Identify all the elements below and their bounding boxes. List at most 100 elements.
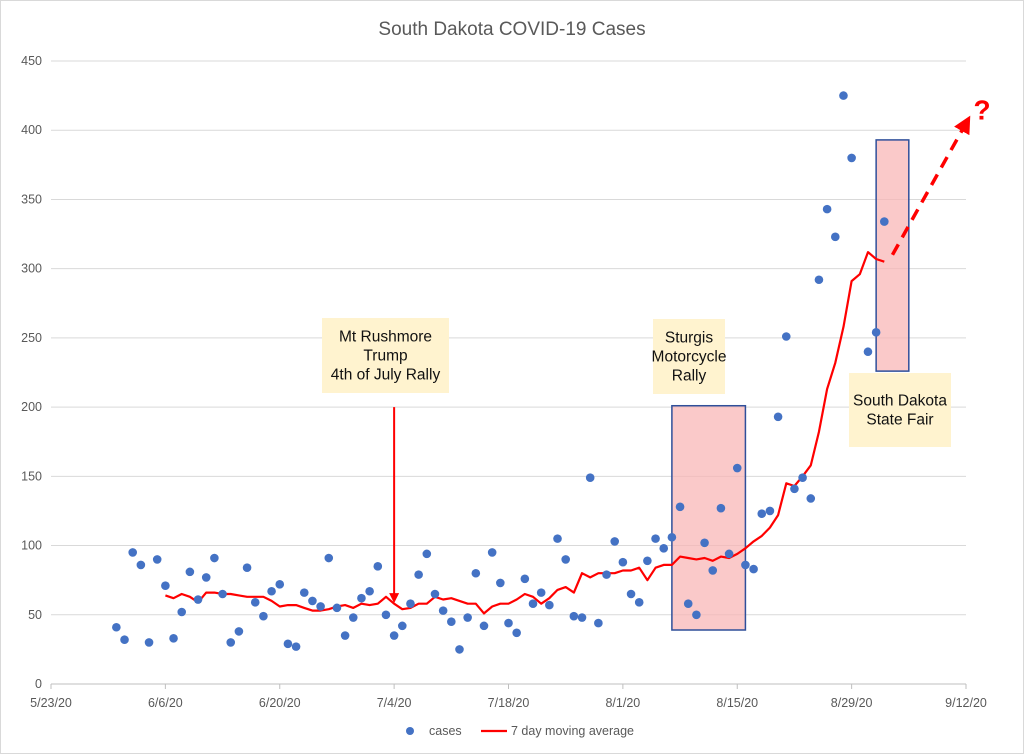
y-tick-label: 100 xyxy=(21,539,42,553)
case-point xyxy=(210,553,219,563)
case-point xyxy=(847,153,856,163)
case-point xyxy=(397,621,407,631)
legend: cases 7 day moving average xyxy=(406,724,634,738)
case-point xyxy=(651,534,660,543)
case-point xyxy=(479,621,489,631)
annotation-notes: Mt Rushmore Trump 4th of July Rally Sturgis… xyxy=(322,318,951,604)
case-point xyxy=(643,556,652,566)
y-tick-label: 0 xyxy=(35,677,42,691)
annotation-label-line: Trump xyxy=(363,348,407,365)
moving-average-line xyxy=(165,251,885,615)
case-point xyxy=(218,589,227,599)
case-point xyxy=(773,412,783,422)
case-point xyxy=(708,566,718,575)
case-point xyxy=(512,628,521,638)
case-point xyxy=(757,509,767,519)
case-point xyxy=(169,634,178,643)
case-point xyxy=(299,588,309,597)
y-tick-label: 300 xyxy=(21,262,42,276)
case-point xyxy=(340,631,350,640)
x-tick-label: 7/4/20 xyxy=(377,696,412,710)
case-point xyxy=(487,548,497,557)
x-tick-label: 8/29/20 xyxy=(831,696,873,710)
case-point xyxy=(414,570,423,579)
case-point xyxy=(790,484,799,494)
case-point xyxy=(880,217,889,226)
case-point xyxy=(144,638,154,647)
case-point xyxy=(283,639,293,649)
legend-cases-label: cases xyxy=(429,724,462,738)
annotation-label-box xyxy=(653,319,725,394)
grid-lines xyxy=(51,60,966,616)
case-point xyxy=(520,574,530,584)
case-point xyxy=(545,600,554,610)
case-point xyxy=(577,613,587,622)
case-point xyxy=(749,564,758,574)
case-point xyxy=(863,347,873,357)
case-point xyxy=(553,534,562,543)
case-point xyxy=(781,332,791,341)
x-tick-label: 5/23/20 xyxy=(30,696,72,710)
case-point xyxy=(455,645,464,654)
legend-ma-label: 7 day moving average xyxy=(511,724,634,738)
case-point xyxy=(128,548,137,557)
case-point xyxy=(463,613,472,622)
case-point xyxy=(594,618,603,628)
case-point xyxy=(267,586,276,596)
case-point xyxy=(871,328,881,337)
y-tick-label: 250 xyxy=(21,331,42,345)
case-point xyxy=(675,502,685,512)
case-point xyxy=(806,494,816,503)
case-point xyxy=(112,622,121,632)
x-tick-label: 6/20/20 xyxy=(259,696,301,710)
case-point xyxy=(700,538,709,548)
case-point xyxy=(496,578,505,588)
y-tick-label: 200 xyxy=(21,400,42,414)
case-point xyxy=(634,598,644,607)
annotation-label-line: Sturgis xyxy=(665,330,713,347)
case-point xyxy=(348,613,358,622)
annotation-label-box xyxy=(322,318,449,393)
case-point xyxy=(667,532,677,542)
projection-arrow xyxy=(890,115,971,256)
case-point xyxy=(242,563,252,573)
case-point xyxy=(585,473,595,483)
case-point xyxy=(561,555,570,564)
case-point xyxy=(839,91,848,100)
case-point xyxy=(569,611,579,621)
y-tick-label: 450 xyxy=(21,54,42,68)
annotation-label-line: South Dakota xyxy=(853,393,947,410)
x-tick-label: 8/15/20 xyxy=(716,696,758,710)
x-tick-label: 6/6/20 xyxy=(148,696,183,710)
legend-cases-marker xyxy=(406,727,414,735)
x-tick-label: 7/18/20 xyxy=(488,696,530,710)
x-tick-label: 9/12/20 xyxy=(945,696,987,710)
case-point xyxy=(741,560,750,570)
annotation-regions xyxy=(671,139,910,631)
case-point xyxy=(177,607,187,617)
case-point xyxy=(250,598,260,607)
case-point xyxy=(389,631,399,640)
y-tick-label: 350 xyxy=(21,192,42,206)
case-point xyxy=(626,589,636,599)
event-region-box xyxy=(875,139,910,372)
case-point xyxy=(683,599,693,609)
cases-points-layer xyxy=(112,91,889,654)
case-point xyxy=(381,610,391,620)
y-tick-label: 50 xyxy=(28,608,42,622)
case-point xyxy=(152,555,162,564)
case-point xyxy=(226,638,236,647)
projection-question-mark: ? xyxy=(973,94,990,125)
case-point xyxy=(798,473,807,483)
y-tick-label: 400 xyxy=(21,123,42,137)
case-point xyxy=(447,617,456,626)
case-point xyxy=(324,553,334,563)
case-point xyxy=(732,463,742,473)
case-point xyxy=(822,204,832,214)
annotation-label-line: Mt Rushmore xyxy=(339,329,432,346)
case-point xyxy=(504,618,513,628)
case-point xyxy=(528,599,538,609)
case-point xyxy=(365,586,374,596)
annotation-label-line: State Fair xyxy=(866,412,933,429)
